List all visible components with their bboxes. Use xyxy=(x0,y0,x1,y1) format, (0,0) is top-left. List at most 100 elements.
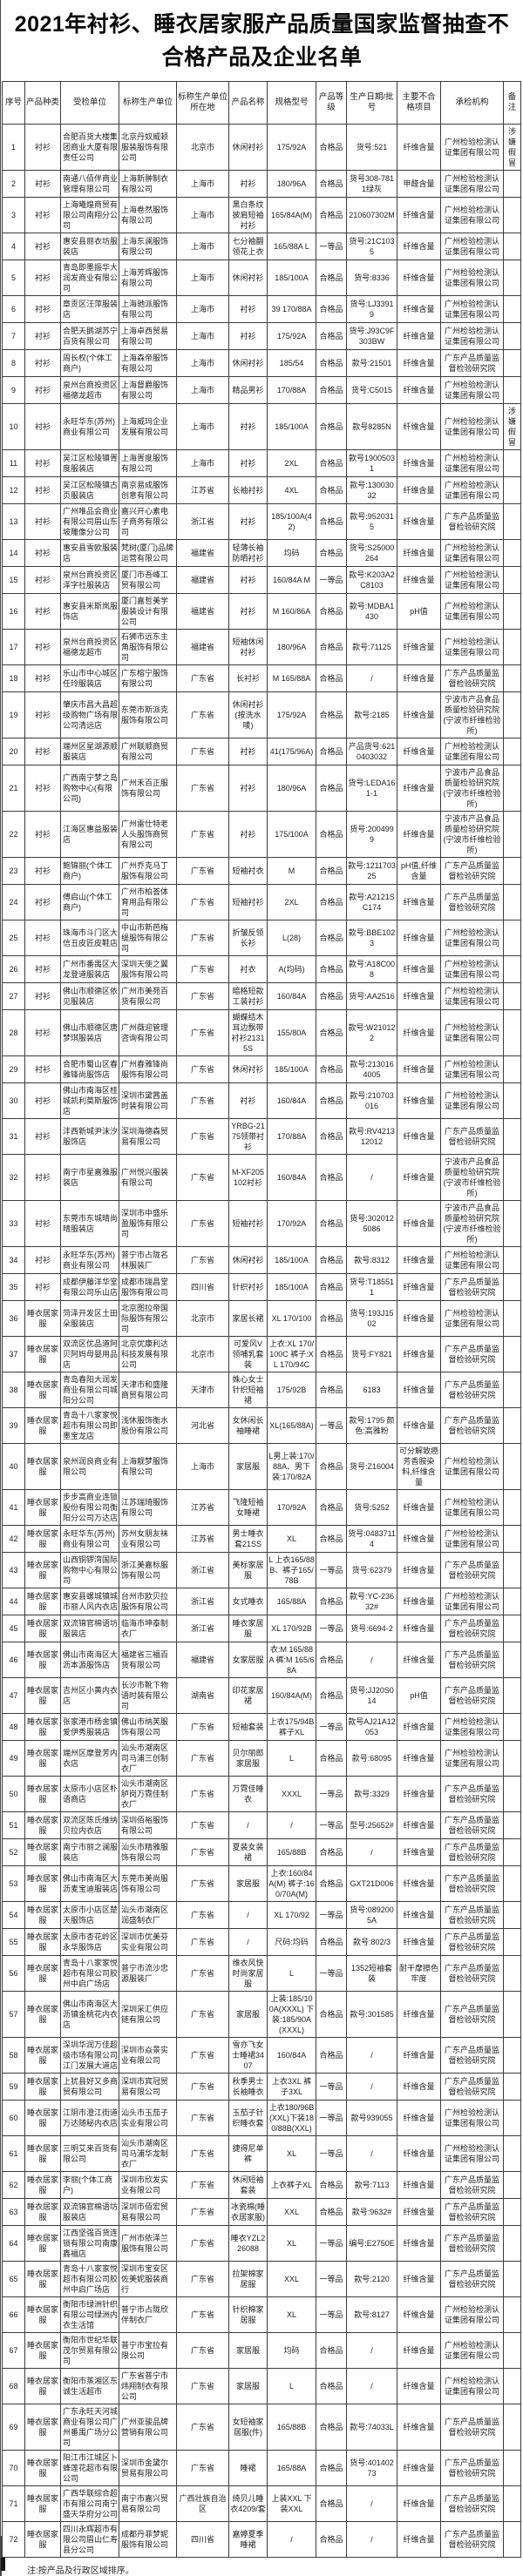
table-cell: 衬衫 xyxy=(24,857,61,885)
table-cell: 一等品 xyxy=(316,2261,347,2297)
table-cell: 耐干摩擦色牢度 xyxy=(397,1955,441,1992)
table-cell: 165/84A(M) xyxy=(267,197,316,233)
table-cell: 上衣:XL 170/100C 裤子:XL 170/94C xyxy=(267,1336,316,1372)
table-cell: 秋季男士长袖睡衣 xyxy=(228,2073,268,2101)
table-row: 16 衬衫 惠安县米斯岚服饰店 厦门嘉哲美学服装设计有限公司 福建省 衬衫 M 160/86… xyxy=(2,593,521,630)
table-cell: 纤维含量 xyxy=(397,1009,441,1056)
table-cell: 15 xyxy=(2,566,25,594)
table-cell: 广东省 xyxy=(176,2450,229,2486)
table-cell: 165/88A xyxy=(267,1588,316,1615)
table-row: 46 睡衣居家服 佛山市南海区大沥本源服饰店 福建省三福百货有限公司 福建省 女家居服 衣:… xyxy=(2,1642,521,1678)
table-cell: 福建省 xyxy=(176,539,229,567)
table-cell: pH值 xyxy=(397,593,441,630)
table-cell: 50 xyxy=(2,1776,25,1812)
table-cell: 纤维含量 xyxy=(397,322,441,350)
table-row: 7 衬衫 合肥天鹅湖苏宁百货有限公司 上海卓西贸易有限公司 上海市 衬衫 175/92A 合格… xyxy=(2,322,521,350)
table-cell: 休闲衬衫 xyxy=(228,124,268,171)
table-cell: 一等品 xyxy=(316,1552,347,1588)
table-cell: 广东产品质量监督检验研究院 xyxy=(440,1118,504,1155)
table-cell: 6 xyxy=(2,295,25,323)
table-cell: 台州市欧贝拉服饰有限公司 xyxy=(119,1588,177,1615)
table-row: 33 衬衫 东莞市东城晴尚晴服装店 深圳市中盛乐盈服饰有限公司 广东省 短袖衬衫 170/9… xyxy=(2,1200,521,1247)
table-cell: 货号:62379 xyxy=(346,1552,397,1588)
table-cell: 七分袖翻领花上衣 xyxy=(228,233,268,260)
table-cell: 款号:301585 xyxy=(346,1991,397,2038)
table-cell: 衬衫 xyxy=(24,1009,61,1056)
table-cell: 165/88B xyxy=(267,2404,316,2451)
scan-artifact xyxy=(1,2558,5,2571)
table-cell: 针织棉家居服 xyxy=(228,2296,268,2333)
table-cell xyxy=(503,1200,521,1247)
table-row: 70 睡衣居家服 阳江市江城区卜蜂莲花超市有限公司 深圳市金黛尔贸易有限公司 广东省 睡裙… xyxy=(2,2450,521,2486)
table-cell: 款号:802/3 xyxy=(346,1928,397,1956)
table-cell: 衬衫 xyxy=(24,197,61,233)
table-cell: 广东省 xyxy=(176,1009,229,1056)
table-cell: 可爱风V领哺乳套装 xyxy=(228,1336,268,1372)
table-cell: 160/84A xyxy=(267,1082,316,1119)
table-cell: 广州检验检测认证集团有限公司 xyxy=(440,1588,504,1615)
table-cell: 睡衣居家服 xyxy=(24,1901,61,1929)
table-cell: 长衬衫 xyxy=(228,664,268,692)
table-cell: 广州检验检测认证集团有限公司 xyxy=(440,1740,504,1777)
table-cell: 广州检验检测认证集团有限公司 xyxy=(440,295,504,323)
column-header: 受检单位 xyxy=(60,81,119,125)
table-cell: 南宁市丽之澜服装店 xyxy=(60,1838,119,1866)
table-cell: 纤维含量 xyxy=(397,2368,441,2404)
table-cell: 佛山市南海区大沥镇金桃花内衣店 xyxy=(60,1991,119,2038)
table-cell: 万霓佳睡衣 xyxy=(228,1776,268,1812)
table-cell: 广东产品质量监督检验研究院 xyxy=(440,2198,504,2226)
table-cell: 广东省 xyxy=(176,2135,229,2172)
table-cell: 合格品 xyxy=(316,449,347,477)
table-cell: 合格品 xyxy=(316,1588,347,1615)
table-cell: XL(165/88A) xyxy=(267,1407,316,1444)
table-cell: 纤维含量 xyxy=(397,1642,441,1678)
column-header: 产品等级 xyxy=(316,81,347,125)
table-cell: 上海靓梦服饰有限公司 xyxy=(119,1443,177,1490)
table-cell: 27 xyxy=(2,982,25,1010)
table-cell: 张家港市杨舍镇爱伊秀服装店 xyxy=(60,1713,119,1741)
table-cell xyxy=(503,449,521,477)
table-cell: 宁波市产品食品质量检验研究院(宁波市纤维检验所) xyxy=(440,1154,504,1201)
table-cell: 纤维含量 xyxy=(397,503,441,540)
table-cell: 双流锦官棉语坊服装店 xyxy=(60,2198,119,2226)
table-cell xyxy=(503,1407,521,1444)
table-cell: 广东产品质量监督检验研究院 xyxy=(440,1865,504,1902)
table-cell: 纤维含量 xyxy=(397,1300,441,1337)
table-cell: 上海市 xyxy=(176,322,229,350)
table-row: 29 衬衫 合肥市蜀山区春雅锋尚服饰店 广州春雅锋尚服饰有限公司 广东省 休闲衬衫 185/… xyxy=(2,1055,521,1083)
table-cell: 广东省 xyxy=(176,1928,229,1956)
table-cell: / xyxy=(228,1811,268,1839)
table-row: 61 睡衣居家服 三明艾来百货有限公司 汕头市潮南区司马浦华龙制衣厂 广东省 捷得尼单裤 X… xyxy=(2,2135,521,2172)
table-cell: 47 xyxy=(2,1677,25,1714)
table-row: 27 衬衫 佛山市顺德区依见服装店 广州市美苑百货有限公司 广东省 暗格短款工装衬衫 160… xyxy=(2,982,521,1010)
table-cell: 175/92A xyxy=(267,124,316,171)
table-cell: 160/84A xyxy=(267,982,316,1010)
table-cell: 4 xyxy=(2,233,25,260)
table-cell: 款号:BBE1023 xyxy=(346,920,397,956)
table-cell: 男士睡衣套21SS xyxy=(228,1525,268,1553)
table-cell: 170/92A xyxy=(267,1489,316,1526)
table-cell: 65 xyxy=(2,2261,25,2297)
table-cell: 纤维含量 xyxy=(397,2521,441,2558)
table-cell: 合格品 xyxy=(316,593,347,630)
table-cell: 款号:K203A2C8103 xyxy=(346,566,397,594)
table-cell: 休闲衬衫 xyxy=(228,349,268,377)
table-cell: 睡衣居家服 xyxy=(24,1407,61,1444)
table-cell: 广东省 xyxy=(176,1955,229,1992)
table-cell: 睡衣居家服 xyxy=(24,1928,61,1956)
table-cell: 上海市 xyxy=(176,449,229,477)
table-cell: 合格品 xyxy=(316,1677,347,1714)
table-cell: 纤维含量 xyxy=(397,2100,441,2136)
table-cell: 广东省 xyxy=(176,1838,229,1866)
table-cell: 广东产品质量监督检验研究院 xyxy=(440,1336,504,1372)
table-cell: 44 xyxy=(2,1588,25,1615)
table-cell: XXXL xyxy=(267,1776,316,1812)
table-cell: 睡衣居家服 xyxy=(24,1372,61,1408)
table-cell: 款号:9632# xyxy=(346,2198,397,2226)
table-cell: 衬衫 xyxy=(24,349,61,377)
table-cell: 160/84A(M) xyxy=(267,1677,316,1714)
table-cell: 纤维含量 xyxy=(397,2073,441,2101)
table-cell: 睡衣居家服 xyxy=(24,2135,61,2172)
table-cell: / xyxy=(228,1901,268,1929)
